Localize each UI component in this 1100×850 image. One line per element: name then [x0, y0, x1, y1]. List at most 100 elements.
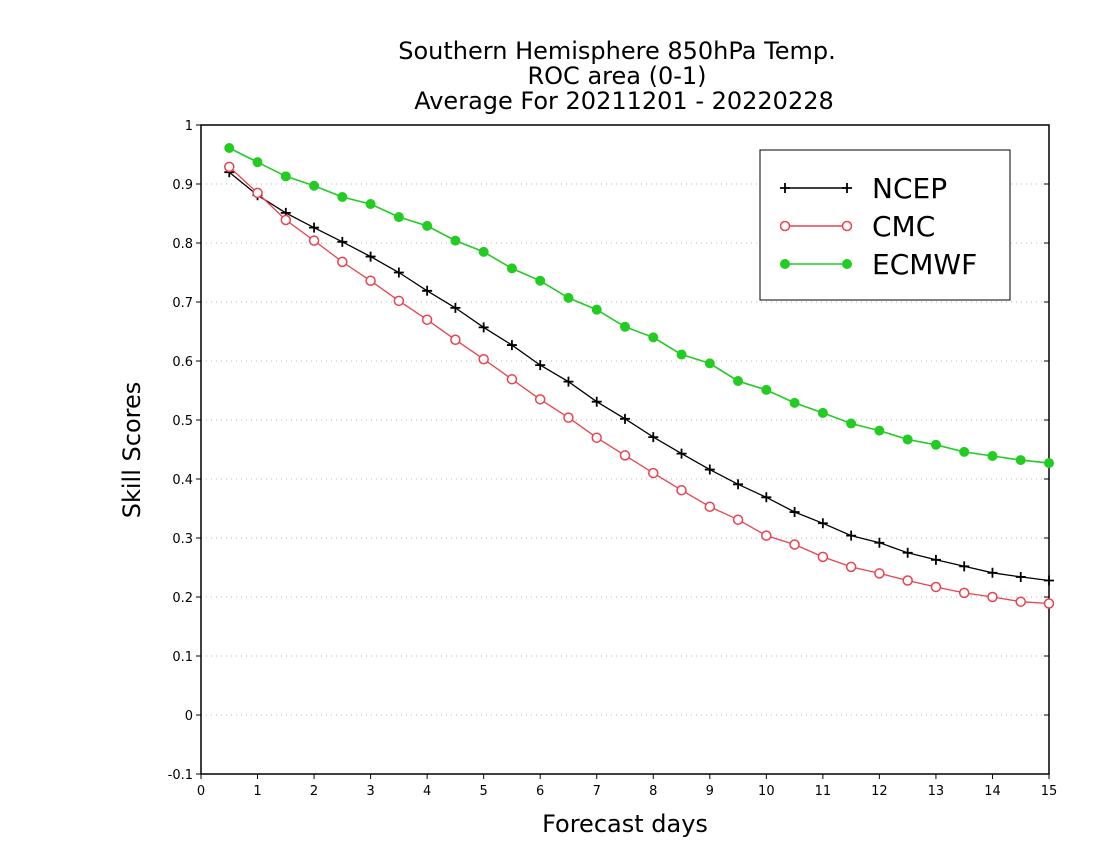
- data-point: [902, 547, 913, 558]
- data-point: [780, 259, 790, 269]
- data-point: [874, 537, 885, 548]
- data-point: [1043, 598, 1055, 609]
- x-tick-label: 4: [423, 784, 431, 799]
- data-point: [393, 267, 404, 278]
- data-point: [761, 492, 772, 503]
- data-point: [704, 501, 716, 512]
- data-point: [591, 304, 602, 315]
- x-tick-label: 11: [815, 784, 832, 799]
- series-ecmwf: [224, 143, 1054, 469]
- data-point: [535, 360, 546, 371]
- y-tick-label: 0.1: [172, 650, 193, 665]
- data-point: [930, 554, 941, 565]
- x-tick-label: 7: [593, 784, 601, 799]
- data-point: [224, 143, 235, 154]
- x-axis: 0 1 2 3 4 5 6 7 8 9 10 11 12 13 14 15: [197, 774, 1057, 799]
- data-point: [780, 183, 790, 193]
- data-point: [1044, 575, 1054, 586]
- data-point: [704, 358, 715, 369]
- data-point: [1015, 455, 1026, 466]
- data-point: [1015, 596, 1026, 607]
- chart-title: Southern Hemisphere 850hPa Temp. ROC are…: [398, 37, 835, 115]
- data-point: [789, 397, 800, 408]
- data-point: [280, 171, 291, 182]
- series-line: [228, 171, 1050, 582]
- data-point: [591, 432, 602, 443]
- series-layer: [224, 143, 1055, 609]
- data-point: [902, 575, 913, 586]
- x-tick-label: 5: [480, 784, 488, 799]
- data-point: [337, 191, 348, 202]
- legend-label: ECMWF: [872, 248, 977, 281]
- data-point: [874, 568, 885, 579]
- y-tick-label: 0.8: [172, 237, 193, 252]
- data-point: [930, 439, 941, 450]
- data-point: [620, 321, 630, 332]
- chart-title-line-1: Southern Hemisphere 850hPa Temp.: [398, 37, 835, 65]
- data-point: [817, 407, 828, 418]
- data-point: [478, 246, 489, 257]
- data-point: [591, 396, 602, 407]
- legend-box: [759, 149, 1011, 301]
- x-tick-label: 15: [1041, 784, 1058, 799]
- data-point: [1015, 571, 1026, 582]
- data-point: [506, 374, 518, 385]
- y-tick-label: 0: [185, 709, 193, 724]
- data-point: [365, 251, 376, 262]
- data-point: [842, 259, 852, 269]
- data-point: [842, 183, 852, 193]
- data-point: [761, 384, 772, 395]
- data-point: [733, 479, 744, 490]
- data-point: [309, 222, 320, 233]
- data-point: [676, 349, 687, 360]
- legend-item-ncep: NCEP: [780, 172, 947, 205]
- data-point: [534, 394, 546, 405]
- legend: NCEP CMC ECMWF: [759, 149, 1011, 301]
- data-point: [563, 292, 574, 303]
- chart-title-line-3: Average For 20211201 - 20220228: [414, 87, 834, 115]
- x-tick-label: 13: [928, 784, 945, 799]
- x-tick-label: 6: [536, 784, 544, 799]
- data-point: [252, 187, 263, 199]
- y-axis: -0.1 0 0.1 0.2 0.3 0.4 0.5 0.6 0.7 0.8 0.9 1: [168, 119, 1049, 783]
- data-point: [280, 214, 292, 226]
- y-tick-label: -0.1: [168, 768, 193, 783]
- y-tick-label: 1: [185, 119, 193, 134]
- legend-item-cmc: CMC: [779, 210, 935, 243]
- y-tick-label: 0.2: [172, 591, 193, 606]
- data-point: [789, 507, 800, 518]
- y-tick-label: 0.5: [172, 414, 193, 429]
- data-point: [620, 413, 630, 424]
- data-point: [506, 263, 517, 274]
- data-point: [506, 340, 517, 351]
- x-tick-label: 2: [310, 784, 318, 799]
- x-tick-label: 12: [871, 784, 888, 799]
- x-tick-label: 9: [706, 784, 714, 799]
- data-point: [930, 581, 942, 593]
- data-point: [648, 332, 659, 343]
- x-tick-label: 10: [758, 784, 775, 799]
- data-point: [563, 376, 574, 387]
- data-point: [393, 295, 405, 307]
- data-point: [958, 587, 970, 599]
- legend-item-ecmwf: ECMWF: [780, 248, 977, 281]
- data-point: [987, 450, 998, 461]
- data-point: [817, 551, 829, 563]
- data-point: [987, 567, 998, 578]
- data-point: [450, 302, 461, 313]
- legend-label: NCEP: [872, 172, 947, 205]
- series-ncep: [224, 167, 1054, 586]
- x-tick-label: 1: [253, 784, 261, 799]
- data-point: [676, 448, 687, 459]
- data-point: [817, 518, 828, 529]
- data-point: [874, 425, 885, 436]
- data-point: [309, 180, 320, 191]
- y-tick-label: 0.9: [172, 178, 193, 193]
- data-point: [252, 157, 263, 168]
- data-point: [987, 591, 998, 603]
- data-point: [393, 212, 404, 223]
- legend-label: CMC: [872, 210, 935, 243]
- y-axis-label: Skill Scores: [118, 382, 146, 519]
- data-point: [789, 539, 800, 550]
